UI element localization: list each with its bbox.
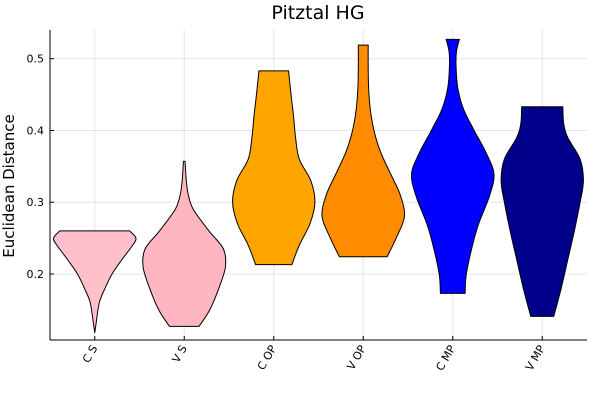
x-tick-label: V OP <box>344 343 369 373</box>
y-tick-label: 0.2 <box>27 268 45 281</box>
y-axis-label: Euclidean Distance <box>0 114 18 257</box>
y-tick-label: 0.5 <box>27 53 45 66</box>
violin-c-mp <box>410 38 495 294</box>
y-tick-label: 0.3 <box>27 196 45 209</box>
x-tick-label: V MP <box>523 343 548 373</box>
x-tick-label: C S <box>80 343 100 365</box>
violin-v-op <box>321 44 406 258</box>
violin-c-op <box>232 70 316 266</box>
violin-v-s <box>142 160 227 327</box>
axes: 0.2 0.3 0.4 0.5 C S V S C OP V OP C MP V MP <box>27 30 587 373</box>
violin-c-s <box>52 230 137 333</box>
chart-title: Pitztal HG <box>271 2 364 24</box>
violin-v-mp <box>500 106 584 317</box>
violins <box>52 38 584 333</box>
x-tick-label: C OP <box>255 343 280 373</box>
y-tick-label: 0.4 <box>27 124 45 137</box>
x-tick-label: V S <box>170 343 190 365</box>
x-tick-label: C MP <box>433 343 458 373</box>
